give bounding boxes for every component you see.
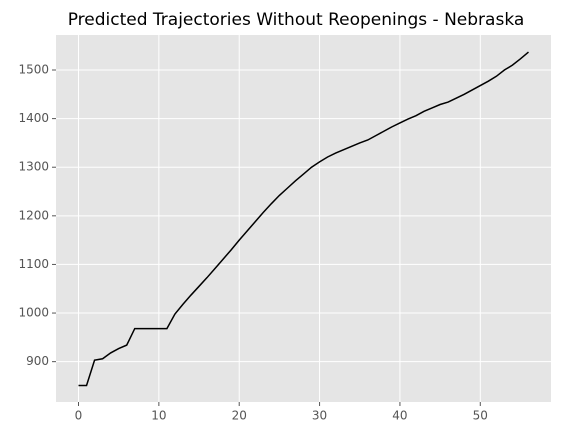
y-tick-label: 1200	[18, 208, 49, 222]
y-tick-label: 1100	[18, 257, 49, 271]
plot-area	[56, 35, 551, 402]
chart-title: Predicted Trajectories Without Reopening…	[68, 10, 525, 30]
y-tick-label: 1500	[18, 62, 49, 76]
x-tick-label: 50	[473, 409, 488, 423]
x-tick-label: 40	[392, 409, 407, 423]
x-tick-label: 0	[75, 409, 83, 423]
y-tick-label: 1300	[18, 160, 49, 174]
line	[78, 51, 529, 387]
y-tick-label: 900	[26, 354, 49, 368]
y-tick-label: 1400	[18, 111, 49, 125]
x-tick-label: 20	[232, 409, 247, 423]
x-tick-label: 10	[151, 409, 166, 423]
y-tick-label: 1000	[18, 306, 49, 320]
x-tick-label: 30	[312, 409, 327, 423]
